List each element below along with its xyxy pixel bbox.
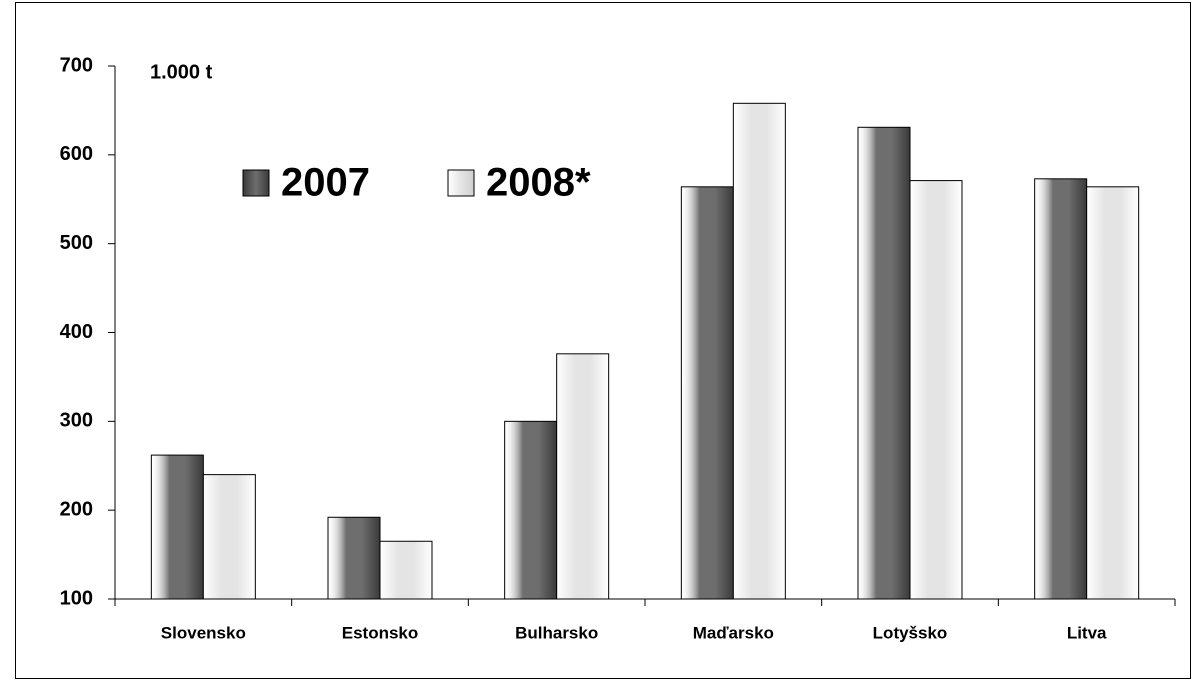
y-tick-label: 700 (60, 54, 93, 76)
x-tick-label: Litva (1067, 623, 1107, 642)
bar (379, 540, 433, 600)
legend-swatch (447, 169, 475, 197)
legend-swatch (242, 169, 270, 197)
y-tick-label: 500 (60, 232, 93, 254)
bar (150, 454, 204, 600)
bar (857, 126, 911, 600)
x-tick-label: Slovensko (161, 623, 246, 642)
y-tick-label: 300 (60, 410, 93, 432)
legend-label: 2007 (281, 161, 370, 205)
bar (504, 420, 558, 600)
x-tick-label: Lotyšsko (873, 623, 948, 642)
legend-label: 2008* (486, 161, 591, 205)
bar (732, 102, 786, 600)
unit-label: 1.000 t (150, 61, 213, 83)
y-tick-label: 200 (60, 498, 93, 520)
y-tick-label: 100 (60, 587, 93, 609)
y-tick-label: 600 (60, 143, 93, 165)
bar (327, 516, 381, 600)
bar (680, 186, 734, 600)
y-tick-label: 400 (60, 321, 93, 343)
bar (556, 353, 610, 600)
x-tick-label: Maďarsko (693, 623, 774, 642)
x-tick-label: Bulharsko (515, 623, 598, 642)
bar (202, 474, 256, 600)
bar (1034, 178, 1088, 600)
bar (1086, 186, 1140, 600)
bar (909, 180, 963, 600)
x-tick-label: Estonsko (342, 623, 419, 642)
chart-frame (15, 2, 1191, 679)
